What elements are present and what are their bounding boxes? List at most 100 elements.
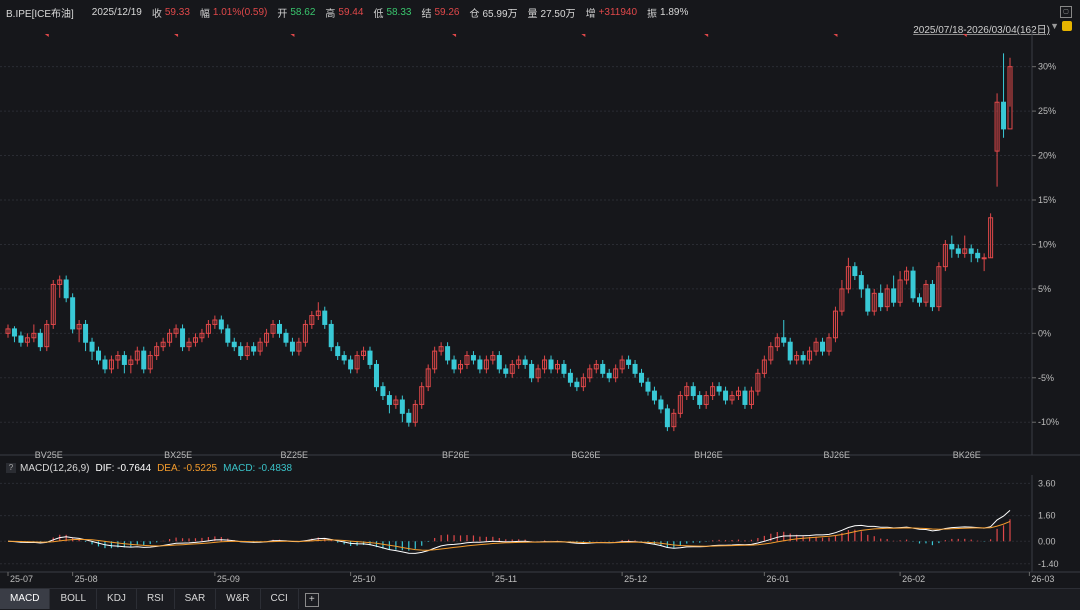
candle-body [781, 337, 787, 343]
volume-label: 量 [527, 8, 538, 20]
tab-sar[interactable]: SAR [175, 589, 217, 609]
candle-body [813, 341, 819, 352]
candle-body [664, 408, 670, 428]
candle-body [31, 332, 37, 339]
y-tick-label: 10% [1038, 239, 1056, 249]
high-value: 59.44 [338, 6, 364, 18]
candle-body [483, 359, 489, 370]
candle-body [580, 377, 586, 388]
tab-macd[interactable]: MACD [0, 589, 51, 609]
date-range-selector[interactable]: 2025/07/18-2026/03/04(162日) [913, 25, 1050, 36]
quote-header: B.IPE[ICE布油] 2025/12/19 收 59.33 幅 1.01%(0.… [0, 0, 1080, 24]
macd-header: ? MACD(12,26,9) DIF: -0.7644 DEA: -0.522… [0, 461, 1080, 475]
candle-body [923, 283, 929, 303]
candle-body [160, 341, 166, 348]
candle-body [606, 372, 612, 379]
candle-body [361, 350, 367, 357]
help-icon[interactable]: ? [6, 463, 16, 473]
y-tick-label: 5% [1038, 284, 1051, 294]
macd-chart[interactable]: 3.60 1.60 0.00 -1.40 25-07 25-08 25-09 25-10 25-… [0, 475, 1080, 587]
low-value: 58.33 [386, 6, 412, 18]
candle-body [393, 399, 399, 405]
candle-body [716, 386, 722, 392]
macd-title: MACD(12,26,9) [20, 462, 90, 474]
candle-body [542, 359, 548, 370]
candle-body [677, 395, 683, 414]
candle-body [904, 270, 910, 281]
macd-y-tick-label: -1.40 [1038, 559, 1059, 569]
tab-rsi[interactable]: RSI [137, 589, 175, 609]
candle-body [651, 390, 657, 401]
add-indicator-icon[interactable]: + [304, 593, 319, 607]
candle-body [134, 350, 140, 361]
candlestick-chart[interactable]: 30% 25% 20% 15% 10% 5% 0% -5% -10% BV25E BX25E BZ25… [0, 30, 1080, 461]
candle-body [800, 355, 806, 361]
candle-body [289, 341, 295, 352]
oi-value: 65.99万 [482, 8, 518, 20]
tab-cci[interactable]: CCI [261, 589, 299, 609]
candle-body [639, 372, 645, 383]
candle-body [593, 363, 599, 370]
candle-body [76, 323, 82, 330]
candle-body [865, 288, 871, 312]
candle-body [180, 328, 186, 348]
candle-body [147, 355, 153, 370]
contract-label: BF26E [442, 450, 470, 460]
candle-body [445, 346, 451, 361]
settle-label: 结 [421, 8, 432, 20]
candle-body [373, 363, 379, 388]
candle-body [807, 350, 813, 361]
tab-kdj[interactable]: KDJ [97, 589, 137, 609]
candle-body [587, 368, 593, 379]
roll-marker [44, 34, 49, 37]
caret-down-icon[interactable]: ▼ [1050, 21, 1059, 31]
candle-body [128, 359, 134, 365]
lock-icon[interactable] [1062, 21, 1072, 31]
candle-body [910, 270, 916, 299]
candle-body [173, 328, 179, 334]
candle-body [44, 323, 50, 348]
contract-label: BX25E [164, 450, 192, 460]
panel-toggle-icon[interactable]: ▢ [1060, 6, 1072, 18]
candle-body [529, 363, 535, 379]
candle-body [613, 368, 619, 379]
candle-body [264, 332, 270, 343]
candle-body [942, 243, 948, 268]
tab-wr[interactable]: W&R [216, 589, 261, 609]
candle-body [192, 337, 198, 343]
y-tick-label: 20% [1038, 151, 1056, 161]
macd-y-tick-label: 3.60 [1038, 478, 1056, 488]
candle-body [968, 248, 974, 254]
candle-body [548, 359, 554, 370]
candle-body [561, 363, 567, 374]
candle-body [115, 355, 121, 361]
candle-body [199, 332, 205, 339]
macd-y-tick-label: 0.00 [1038, 536, 1056, 546]
candle-body [703, 395, 709, 405]
symbol-label[interactable]: B.IPE[ICE布油] [6, 8, 74, 20]
candle-body [83, 323, 89, 343]
candle-body [600, 363, 606, 374]
candle-body [231, 341, 237, 348]
candle-body [723, 390, 729, 401]
candle-body [761, 359, 767, 374]
candle-body [102, 359, 108, 370]
candle-body [212, 319, 218, 325]
candle-body [1007, 66, 1013, 130]
month-label: 25-09 [217, 574, 240, 584]
y-tick-label: -5% [1038, 373, 1054, 383]
candle-body [516, 359, 522, 365]
roll-marker [452, 34, 457, 37]
tab-boll[interactable]: BOLL [50, 589, 98, 609]
candle-body [994, 101, 1000, 152]
candle-body [826, 337, 832, 352]
indicator-tabs: MACD BOLL KDJ RSI SAR W&R CCI + [0, 588, 1080, 610]
macd-dea: DEA: -0.5225 [157, 462, 218, 474]
oi-change-value: +311940 [598, 6, 638, 18]
candle-body [878, 292, 884, 308]
candle-body [315, 310, 321, 317]
candle-body [710, 386, 716, 397]
macd-dif: DIF: -0.7644 [95, 462, 152, 474]
candle-body [852, 266, 858, 277]
amplitude-value: 1.89% [660, 6, 689, 18]
